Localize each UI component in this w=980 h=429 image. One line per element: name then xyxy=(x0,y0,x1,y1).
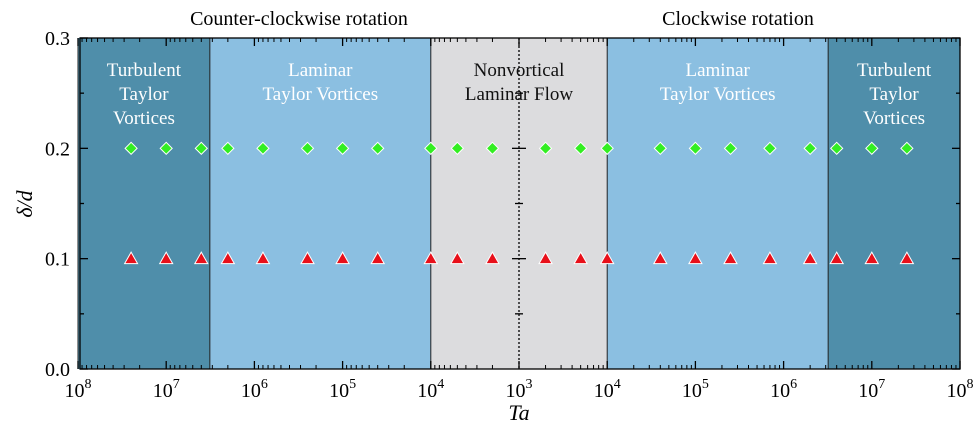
triangle-marker xyxy=(485,251,500,265)
diamond-marker xyxy=(159,141,173,156)
diamond-marker xyxy=(688,141,703,156)
x-axis-label: Ta xyxy=(508,400,529,425)
triangle-marker xyxy=(864,251,880,265)
triangle-marker xyxy=(449,251,465,265)
region-label-line: Vortices xyxy=(113,108,175,129)
diamond-marker xyxy=(538,141,553,156)
x-tick-label: 108 xyxy=(65,377,92,402)
data-markers xyxy=(123,141,915,265)
x-tick-label: 105 xyxy=(329,377,356,402)
region-label-line: Taylor Vortices xyxy=(660,84,776,105)
triangle-marker xyxy=(573,251,589,265)
triangle-marker xyxy=(220,251,236,265)
region-label-line: Vortices xyxy=(863,108,925,129)
region-label-line: Taylor Vortices xyxy=(262,84,378,105)
diamond-marker xyxy=(370,141,385,156)
x-tick-label: 106 xyxy=(241,377,268,402)
diamond-marker xyxy=(221,141,235,156)
triangle-marker xyxy=(370,251,386,265)
region-label-line: Laminar xyxy=(685,60,750,81)
tick-labels: 0.0 0.1 0.2 0.3 108 107 106 105 104 103 104 105 106 1… xyxy=(45,28,974,402)
triangle-marker xyxy=(802,251,818,265)
diamond-marker xyxy=(653,141,668,156)
x-tick-label: 106 xyxy=(770,377,797,402)
region-laminar-ccw xyxy=(209,38,431,369)
y-tick-label: 0.0 xyxy=(45,359,70,381)
region-label-line: Taylor xyxy=(869,84,919,105)
triangle-marker xyxy=(899,251,915,265)
region-label-line: Turbulent xyxy=(107,60,182,81)
region-label-line: Turbulent xyxy=(857,60,932,81)
y-tick-label: 0.2 xyxy=(45,138,70,160)
triangle-marker xyxy=(158,251,174,265)
diamond-marker xyxy=(829,141,844,156)
regime-regions xyxy=(77,38,960,369)
triangle-marker xyxy=(538,251,553,265)
diamond-marker xyxy=(573,141,588,156)
diamond-marker xyxy=(424,141,438,156)
region-label-line: Taylor xyxy=(119,84,169,105)
diamond-marker xyxy=(124,141,138,156)
region-turbulent-cw xyxy=(828,38,960,369)
region-label-line: Laminar xyxy=(288,60,353,81)
x-tick-label: 104 xyxy=(417,377,444,402)
triangle-marker xyxy=(762,251,778,265)
diamond-marker xyxy=(485,141,500,156)
y-axis-label: δ/d xyxy=(12,189,37,217)
y-tick-label: 0.3 xyxy=(45,28,70,50)
diamond-marker xyxy=(723,141,738,156)
triangle-marker xyxy=(688,251,703,265)
region-laminar-cw xyxy=(607,38,829,369)
triangle-marker xyxy=(652,251,668,265)
x-tick-label: 107 xyxy=(858,377,885,402)
y-tick-label: 0.1 xyxy=(45,249,70,271)
triangle-marker xyxy=(335,251,350,265)
diamond-marker xyxy=(803,141,817,156)
axis-ticks xyxy=(77,37,961,370)
x-tick-label: 104 xyxy=(594,377,621,402)
triangle-marker xyxy=(123,251,139,265)
diamond-marker xyxy=(194,141,209,156)
triangle-marker xyxy=(255,251,271,265)
ccw-rotation-label: Counter-clockwise rotation xyxy=(190,8,408,30)
x-tick-label: 103 xyxy=(506,377,533,402)
triangle-marker xyxy=(193,251,209,265)
region-turbulent-ccw xyxy=(78,38,210,369)
diamond-marker xyxy=(600,141,614,156)
triangle-marker xyxy=(723,251,738,265)
diamond-marker xyxy=(335,141,350,156)
diamond-marker xyxy=(450,141,465,156)
x-tick-label: 105 xyxy=(682,377,709,402)
diamond-marker xyxy=(900,141,914,156)
cw-rotation-label: Clockwise rotation xyxy=(662,8,814,30)
diamond-marker xyxy=(763,141,777,156)
triangle-marker xyxy=(599,251,615,265)
diamond-marker xyxy=(300,141,315,156)
x-tick-label: 107 xyxy=(153,377,180,402)
triangle-marker xyxy=(423,251,439,265)
diamond-marker xyxy=(256,141,270,156)
center-axis xyxy=(512,38,526,369)
x-tick-label: 108 xyxy=(947,377,974,402)
diamond-marker xyxy=(865,141,879,156)
triangle-marker xyxy=(829,251,845,265)
triangle-marker xyxy=(300,251,315,265)
